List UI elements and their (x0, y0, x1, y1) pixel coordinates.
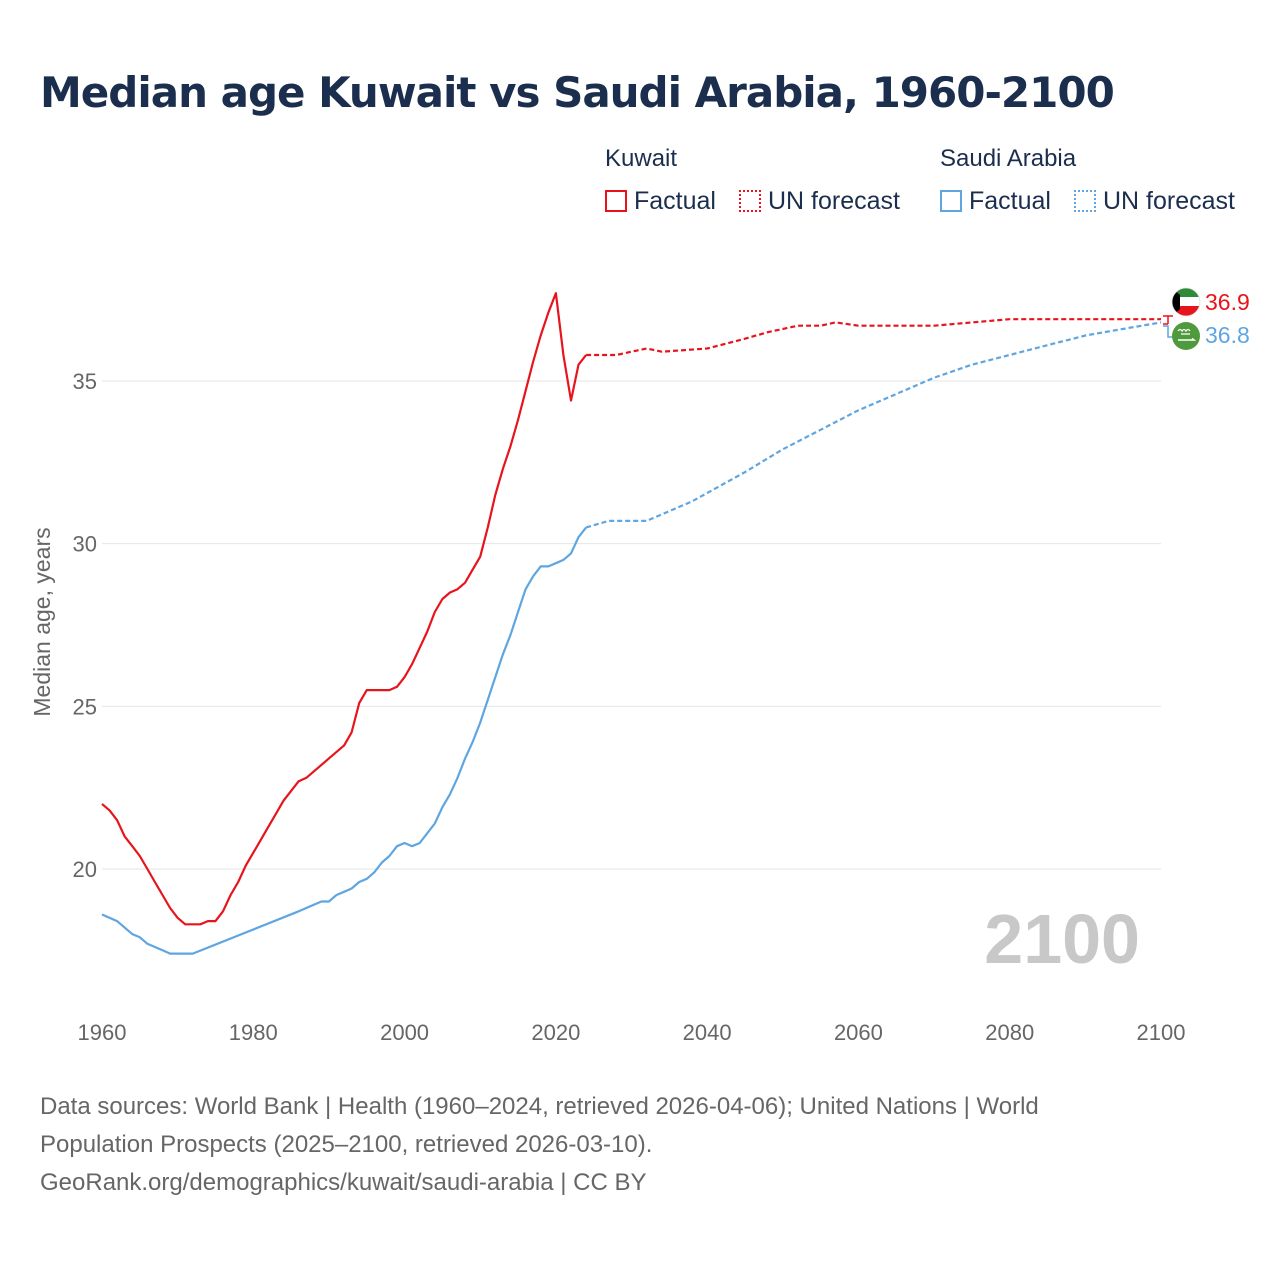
x-tick-label: 2000 (380, 1020, 429, 1045)
legend-label-kuwait-forecast: UN forecast (768, 186, 900, 215)
legend-label-kuwait-factual: Factual (634, 186, 716, 215)
legend-swatch-saudi-forecast (1074, 190, 1096, 212)
x-tick-label: 2080 (985, 1020, 1034, 1045)
series-line-saudi-arabia-factual (101, 526, 587, 955)
legend-label-saudi-forecast: UN forecast (1103, 186, 1235, 215)
y-axis-label: Median age, years (29, 527, 55, 716)
end-markers: 36.9 36.8 (1163, 287, 1250, 350)
footer: Data sources: World Bank | Health (1960–… (40, 1088, 1240, 1202)
gridlines (102, 380, 1161, 870)
y-tick-label: 35 (73, 369, 97, 394)
legend-item-saudi-factual[interactable]: Factual (940, 186, 1051, 216)
saudi-end-connector (1163, 325, 1173, 338)
kuwait-flag-icon (1171, 287, 1201, 317)
legend-swatch-saudi-factual (940, 190, 962, 212)
legend-swatch-kuwait-forecast (739, 190, 761, 212)
x-tick-label: 2040 (683, 1020, 732, 1045)
series-line-saudi-arabia-forecast (585, 321, 1162, 529)
kuwait-end-connector (1163, 315, 1173, 325)
kuwait-end-label: 36.9 (1205, 289, 1250, 315)
x-tick-label: 1980 (229, 1020, 278, 1045)
legend-swatch-kuwait-factual (605, 190, 627, 212)
footer-sources-line-1: Data sources: World Bank | Health (1960–… (40, 1093, 1039, 1120)
y-tick-label: 20 (73, 857, 97, 882)
legend-group-saudi-arabia: Saudi Arabia (940, 145, 1077, 172)
y-axis-ticks: 20 25 30 35 (73, 369, 97, 882)
y-tick-label: 25 (73, 694, 97, 719)
legend-item-kuwait-factual[interactable]: Factual (605, 186, 716, 216)
saudi-flag-icon (1172, 322, 1200, 350)
x-tick-label: 2060 (834, 1020, 883, 1045)
footer-sources-line-2: Population Prospects (2025–2100, retriev… (40, 1131, 653, 1158)
legend-group-kuwait: Kuwait (605, 145, 678, 172)
legend-item-kuwait-forecast[interactable]: UN forecast (739, 186, 900, 216)
x-tick-label: 1960 (78, 1020, 127, 1045)
series-line-kuwait-forecast (586, 318, 1161, 357)
legend-item-saudi-forecast[interactable]: UN forecast (1074, 186, 1235, 216)
legend-label-saudi-factual: Factual (969, 186, 1051, 215)
x-tick-label: 2020 (531, 1020, 580, 1045)
x-axis-ticks: 1960 1980 2000 2020 2040 2060 2080 2100 (78, 1020, 1186, 1045)
year-watermark: 2100 (984, 900, 1140, 978)
y-tick-label: 30 (73, 532, 97, 557)
saudi-end-label: 36.8 (1205, 322, 1250, 348)
footer-attribution-link[interactable]: GeoRank.org/demographics/kuwait/saudi-ar… (40, 1169, 647, 1196)
chart-title: Median age Kuwait vs Saudi Arabia, 1960-… (40, 68, 1115, 117)
series-line-kuwait-factual (101, 292, 587, 926)
x-tick-label: 2100 (1137, 1020, 1186, 1045)
series-lines (101, 292, 1162, 955)
